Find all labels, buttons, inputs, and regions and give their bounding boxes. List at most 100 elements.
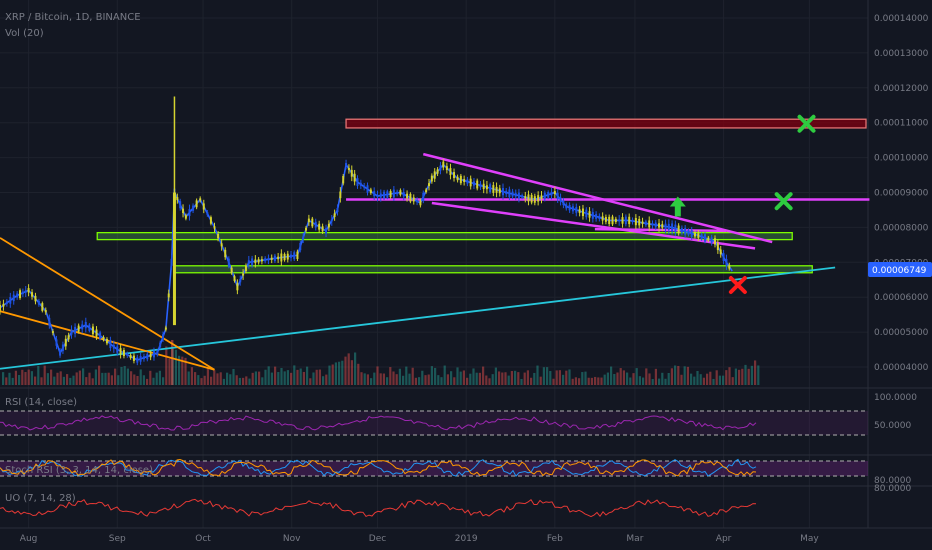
candle [533,196,536,203]
candle [206,212,209,215]
volume-bar [552,378,555,385]
candle [661,224,664,228]
volume-bar [613,373,616,385]
candle [182,208,185,213]
volume-bar [731,377,734,385]
time-axis[interactable]: Aug Sep Oct Nov Dec 2019 Feb Mar Apr May [20,534,820,544]
volume-bar [341,360,344,385]
volume-bar [536,365,539,385]
candle [514,193,517,197]
volume-bar [43,365,46,385]
last-price-label: 0.00006749 [872,266,927,276]
rsi-title[interactable]: RSI (14, close) [5,397,77,408]
volume-bar [181,356,184,385]
volume-bar [232,368,235,385]
candle [277,256,280,260]
volume-bar [574,377,577,385]
candle [399,190,402,195]
volume-bar [629,377,632,385]
volume-bar [520,378,523,385]
time-tick: 2019 [455,534,478,544]
candle [476,180,479,189]
volume-bar [114,368,117,385]
volume-bar [597,377,600,385]
volume-bar [514,370,517,385]
volume-bar [242,377,245,385]
candle [314,221,317,228]
volume-bar [30,371,33,385]
volume-bar [654,368,657,385]
volume-bar [405,366,408,385]
volume-bar [184,357,187,385]
volume-bar [46,373,49,385]
candle [159,342,162,348]
volume-bar [158,370,161,385]
candle [188,209,191,217]
volume-title[interactable]: Vol (20) [5,28,44,39]
candle [44,310,47,313]
candle [707,237,710,241]
candle [81,324,84,330]
volume-bar [258,371,261,385]
candle [27,288,30,293]
volume-bar [293,365,296,385]
symbol-title[interactable]: XRP / Bitcoin, 1D, BINANCE [5,12,141,23]
volume-bar [274,366,277,385]
volume-bar [238,377,241,385]
candle [102,336,105,340]
candle [230,267,233,274]
candle [677,225,680,234]
candle [239,278,242,283]
volume-bar [373,372,376,385]
candle [260,259,263,262]
volume-bar [757,365,760,385]
uo-title[interactable]: UO (7, 14, 28) [5,493,76,504]
volume-bar [53,376,56,385]
candle [725,259,728,266]
candle [307,218,310,223]
candle [425,189,428,193]
volume-bar [98,365,101,385]
candle [251,258,254,266]
candle [2,303,5,307]
stoch-title[interactable]: Stoch RSI (3, 3, 14, 14, close) [5,465,153,476]
volume-bar [318,369,321,385]
price-axis[interactable]: 0.00014000 0.00013000 0.00012000 0.00011000… [868,14,932,373]
volume-bar [418,377,421,385]
candle [386,191,389,198]
volume-bar [75,372,78,385]
candle [9,296,12,304]
candle [34,295,37,302]
time-tick: Feb [547,534,563,544]
volume-bar [18,375,21,385]
candle [21,291,24,295]
volume-bar [162,377,165,385]
volume-bar [267,366,270,385]
volume-bar [190,367,193,385]
volume-bar [379,373,382,385]
volume-bar [469,373,472,385]
spike-candle [172,192,176,326]
volume-bar [312,372,315,385]
candle [142,356,145,360]
candle [55,339,58,346]
volume-bar [600,377,603,385]
volume-bar [619,368,622,385]
candle [604,217,607,222]
volume-bar [581,372,584,385]
volume-bar [206,367,209,385]
candle [621,217,624,224]
time-tick: Nov [283,534,301,544]
candle [318,223,321,230]
volume-bar [322,376,325,385]
candle [264,258,267,262]
volume-bar [366,374,369,385]
candle [176,197,179,201]
candle [296,251,299,259]
volume-bar [386,377,389,385]
volume-bar [590,377,593,385]
volume-bar [482,366,485,385]
volume-bar [738,369,741,385]
candle [439,165,442,171]
